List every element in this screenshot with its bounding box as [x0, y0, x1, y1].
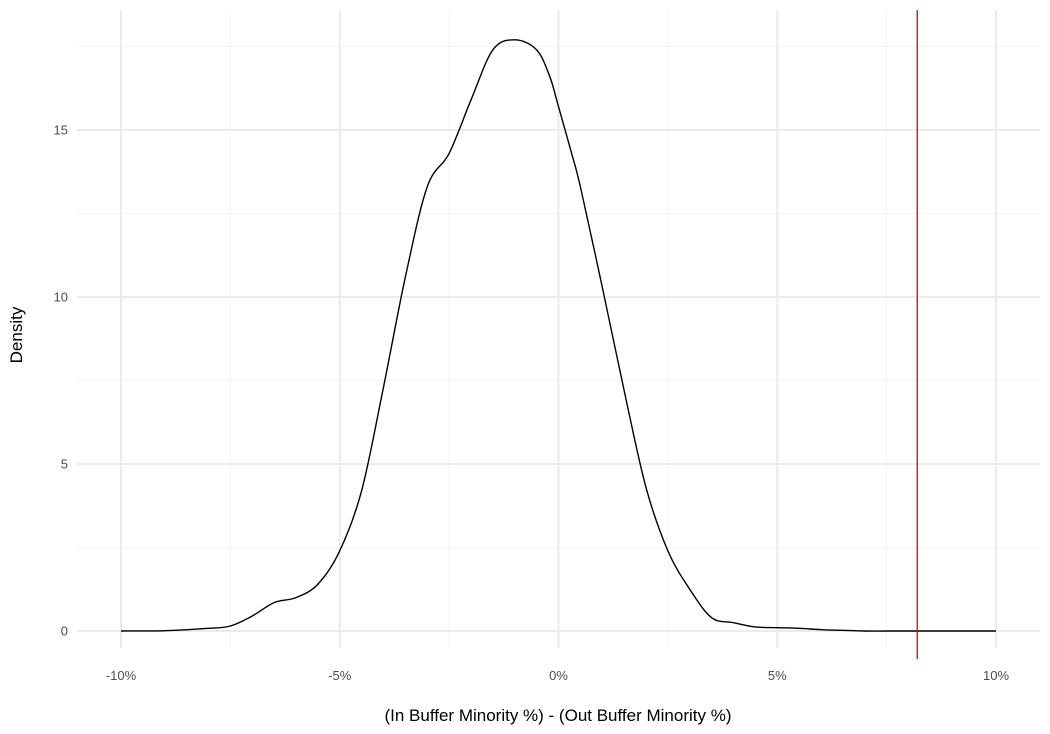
x-tick-label: -5% — [328, 668, 352, 683]
series-layer — [120, 39, 996, 632]
density-curve — [120, 39, 996, 632]
x-tick-label: 0% — [549, 668, 568, 683]
x-tick-label: -10% — [106, 668, 137, 683]
y-tick-label: 0 — [61, 624, 68, 639]
y-tick-labels: 0 5 10 15 — [54, 123, 68, 639]
x-tick-label: 10% — [983, 668, 1009, 683]
y-tick-label: 15 — [54, 123, 68, 138]
y-axis-title: Density — [7, 306, 26, 363]
x-axis-title: (In Buffer Minority %) - (Out Buffer Min… — [384, 706, 731, 725]
y-tick-label: 5 — [61, 457, 68, 472]
x-tick-label: 5% — [768, 668, 787, 683]
y-tick-label: 10 — [54, 290, 68, 305]
x-tick-labels: -10% -5% 0% 5% 10% — [106, 668, 1010, 683]
